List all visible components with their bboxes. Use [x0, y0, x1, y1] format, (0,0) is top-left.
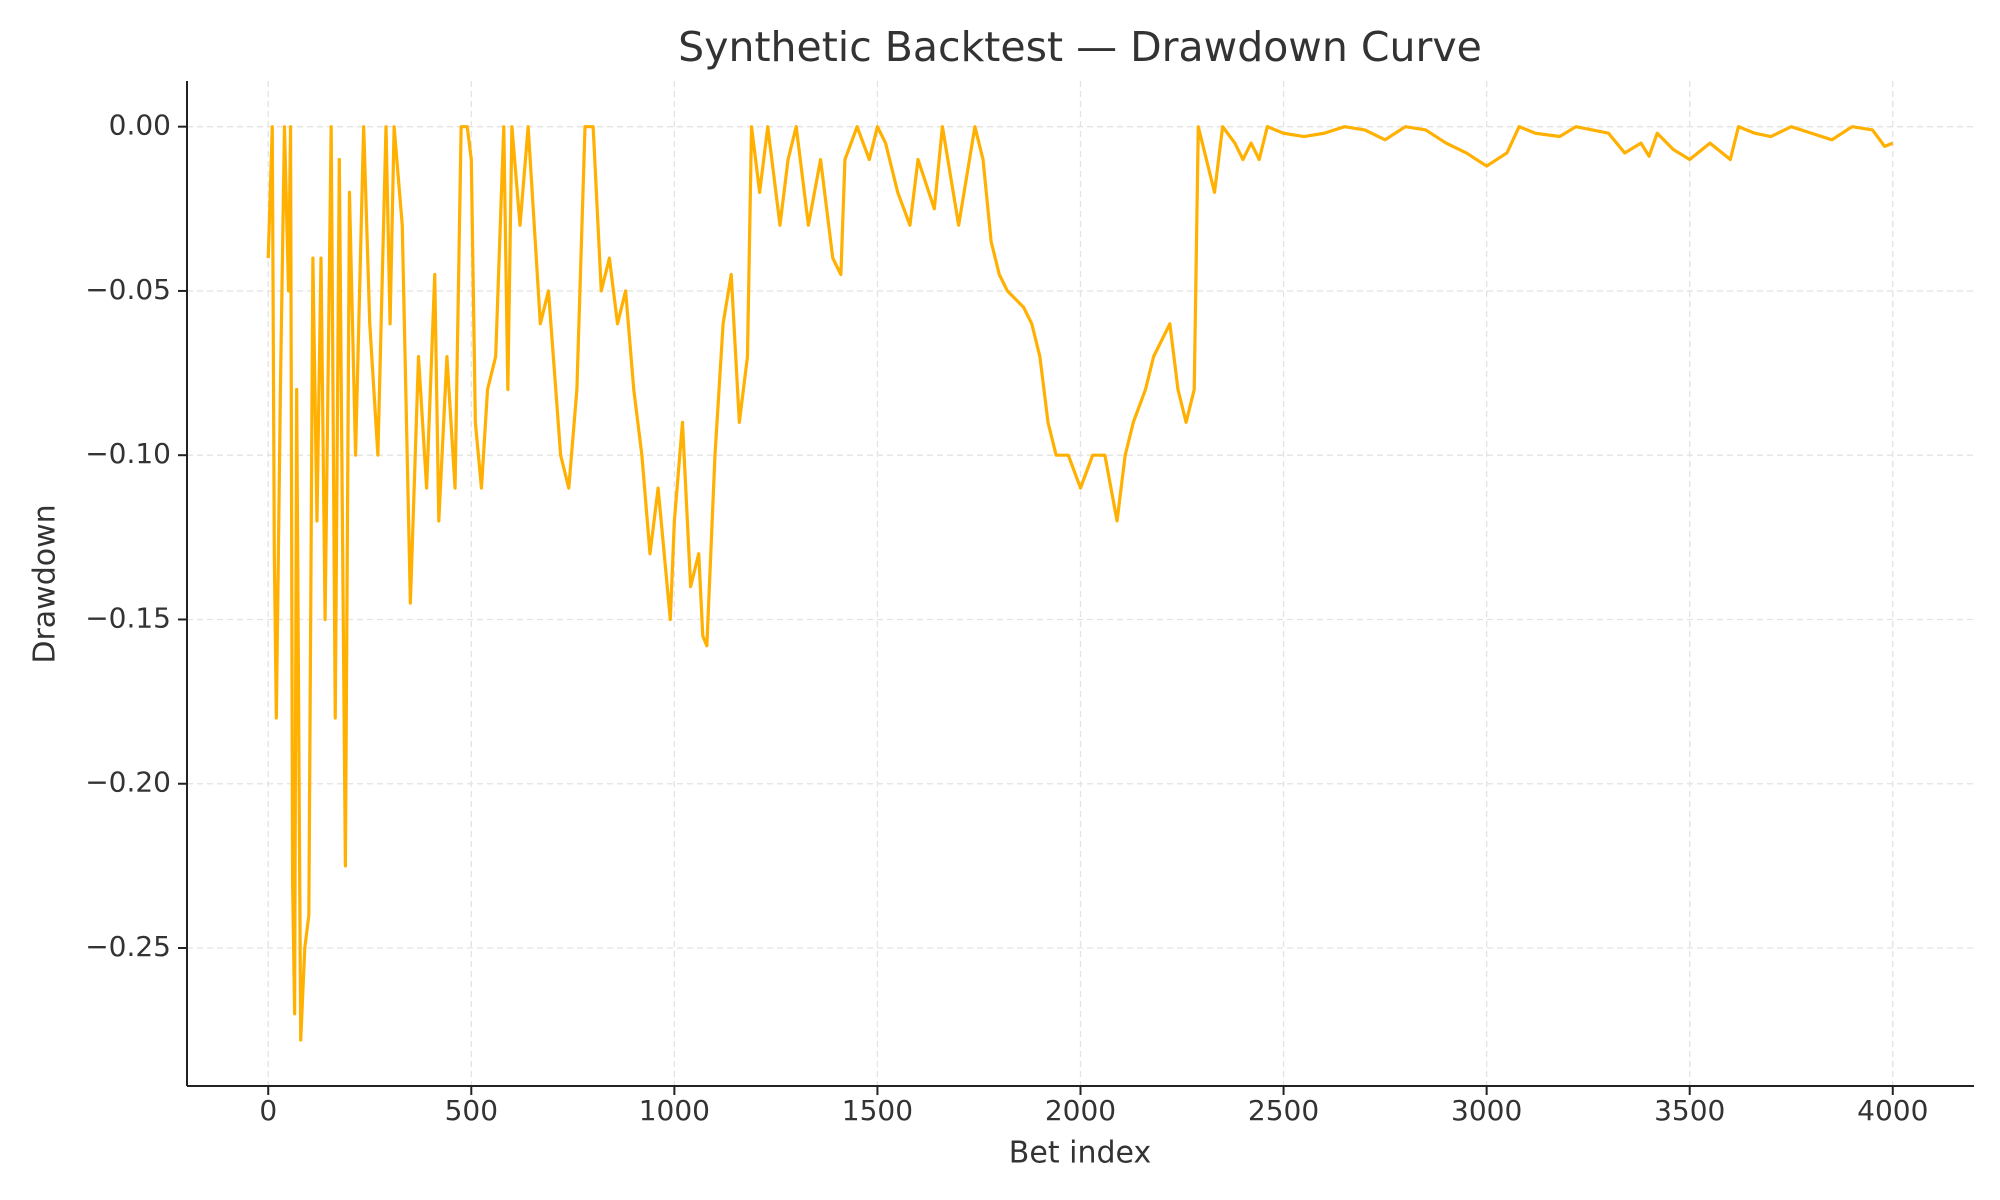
y-tick-label: −0.05 — [85, 273, 171, 306]
x-tick-label: 500 — [445, 1094, 498, 1127]
y-tick-label: 0.00 — [109, 109, 171, 142]
data-line — [266, 125, 1894, 1042]
y-tick-label: −0.25 — [85, 930, 171, 963]
y-axis-label: Drawdown — [28, 504, 63, 663]
chart-title: Synthetic Backtest — Drawdown Curve — [678, 23, 1482, 71]
x-tick-label: 3500 — [1654, 1094, 1725, 1127]
y-tick-label: −0.10 — [85, 437, 171, 470]
y-tick-label: −0.15 — [85, 601, 171, 634]
x-tick-label: 3000 — [1451, 1094, 1522, 1127]
x-tick-label: 2500 — [1248, 1094, 1319, 1127]
x-tick-label: 4000 — [1857, 1094, 1928, 1127]
x-tick-label: 1000 — [639, 1094, 710, 1127]
x-tick-label: 0 — [259, 1094, 277, 1127]
x-tick-label: 2000 — [1045, 1094, 1116, 1127]
y-tick-label: −0.20 — [85, 766, 171, 799]
x-axis-label: Bet index — [1009, 1136, 1151, 1171]
x-tick-label: 1500 — [842, 1094, 913, 1127]
